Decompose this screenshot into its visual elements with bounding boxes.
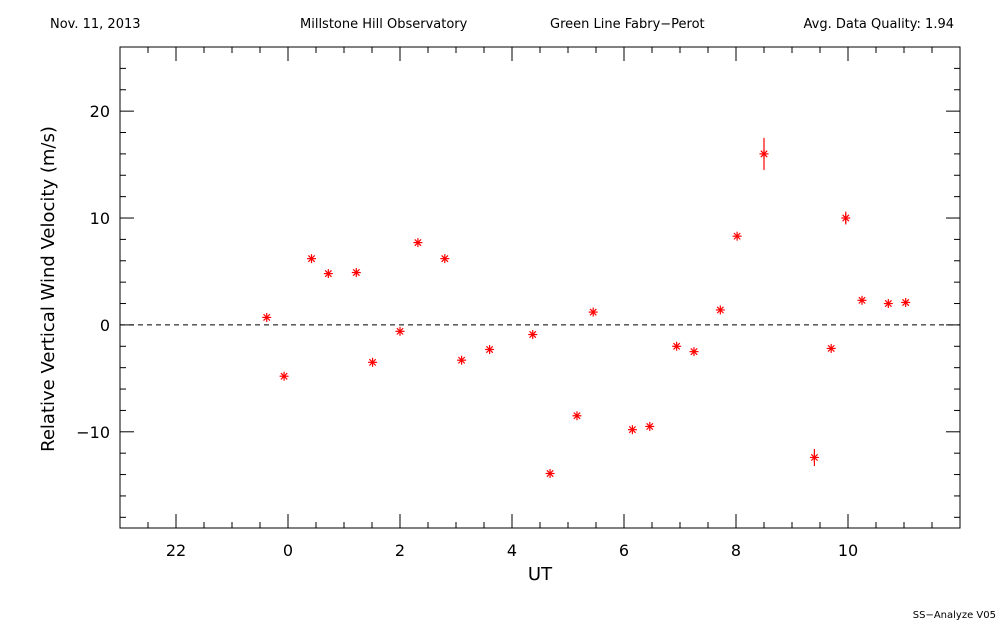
data-point <box>413 238 423 248</box>
x-tick-label: 0 <box>283 541 293 560</box>
tick-labels: 22 0 2 4 6 8 10 −10 0 10 20 <box>76 102 858 560</box>
marker-stroke <box>457 356 466 364</box>
marker-stroke <box>902 298 910 307</box>
instrument-label: Green Line Fabry−Perot <box>550 17 705 32</box>
marker-stroke <box>352 268 360 277</box>
data-point <box>572 411 582 421</box>
marker-stroke <box>733 232 741 240</box>
y-axis-label: Relative Vertical Wind Velocity (m/s) <box>38 126 59 452</box>
marker-stroke <box>263 313 271 322</box>
marker-stroke <box>368 358 377 366</box>
data-point <box>759 137 769 170</box>
data-quality-label: Avg. Data Quality: 1.94 <box>804 17 955 32</box>
marker-stroke <box>307 255 316 263</box>
marker-stroke <box>716 306 724 314</box>
data-point <box>689 347 699 357</box>
data-point <box>323 269 333 279</box>
data-point <box>262 312 272 322</box>
marker-stroke <box>827 344 835 353</box>
data-point <box>279 371 289 381</box>
x-tick-label: 6 <box>619 541 629 560</box>
marker-stroke <box>760 150 768 158</box>
marker-stroke <box>414 239 422 247</box>
marker-stroke <box>842 214 850 222</box>
data-points <box>262 137 911 478</box>
marker-stroke <box>280 372 288 380</box>
x-tick-label: 4 <box>507 541 517 560</box>
data-point <box>857 295 867 305</box>
marker-stroke <box>396 327 404 335</box>
data-point <box>351 268 361 278</box>
x-tick-label: 10 <box>838 541 858 560</box>
marker-stroke <box>441 255 449 263</box>
data-quality-caption: Avg. Data Quality: <box>803 17 921 32</box>
axis-ticks <box>119 46 961 528</box>
data-point <box>809 448 819 467</box>
marker-stroke <box>646 422 654 431</box>
observatory-label: Millstone Hill Observatory <box>300 17 468 32</box>
data-point <box>715 305 725 315</box>
software-version-label: SS−Analyze V05 <box>912 610 996 621</box>
x-tick-label: 2 <box>395 541 405 560</box>
data-point <box>457 355 467 365</box>
data-point <box>368 357 378 367</box>
marker-stroke <box>810 453 819 462</box>
marker-stroke <box>858 296 866 304</box>
y-tick-label: −10 <box>76 423 110 442</box>
data-point <box>307 254 317 264</box>
data-point <box>395 326 405 336</box>
marker-stroke <box>546 469 554 478</box>
marker-stroke <box>673 342 681 350</box>
marker-stroke <box>529 330 537 339</box>
data-point <box>672 341 682 351</box>
data-point <box>826 343 836 353</box>
data-point <box>645 421 655 431</box>
data-point <box>588 307 598 317</box>
x-tick-label: 8 <box>731 541 741 560</box>
data-point <box>440 254 450 264</box>
data-point <box>485 344 495 354</box>
y-tick-label: 20 <box>90 102 110 121</box>
data-point <box>901 297 911 307</box>
data-point <box>528 330 538 340</box>
data-point <box>627 425 637 435</box>
marker-stroke <box>485 345 494 354</box>
y-tick-label: 0 <box>100 316 110 335</box>
marker-stroke <box>324 269 332 278</box>
data-point <box>732 231 742 241</box>
marker-stroke <box>884 299 892 308</box>
x-tick-label: 22 <box>166 541 186 560</box>
data-quality-value: 1.94 <box>925 17 954 32</box>
data-point <box>883 299 893 309</box>
date-label: Nov. 11, 2013 <box>50 17 141 32</box>
marker-stroke <box>573 412 581 420</box>
data-point <box>545 468 555 478</box>
marker-stroke <box>690 348 698 356</box>
x-axis-label: UT <box>528 564 553 585</box>
data-point <box>841 211 851 225</box>
marker-stroke <box>628 426 637 434</box>
y-tick-label: 10 <box>90 209 110 228</box>
plot-frame <box>119 46 961 529</box>
marker-stroke <box>589 308 597 316</box>
